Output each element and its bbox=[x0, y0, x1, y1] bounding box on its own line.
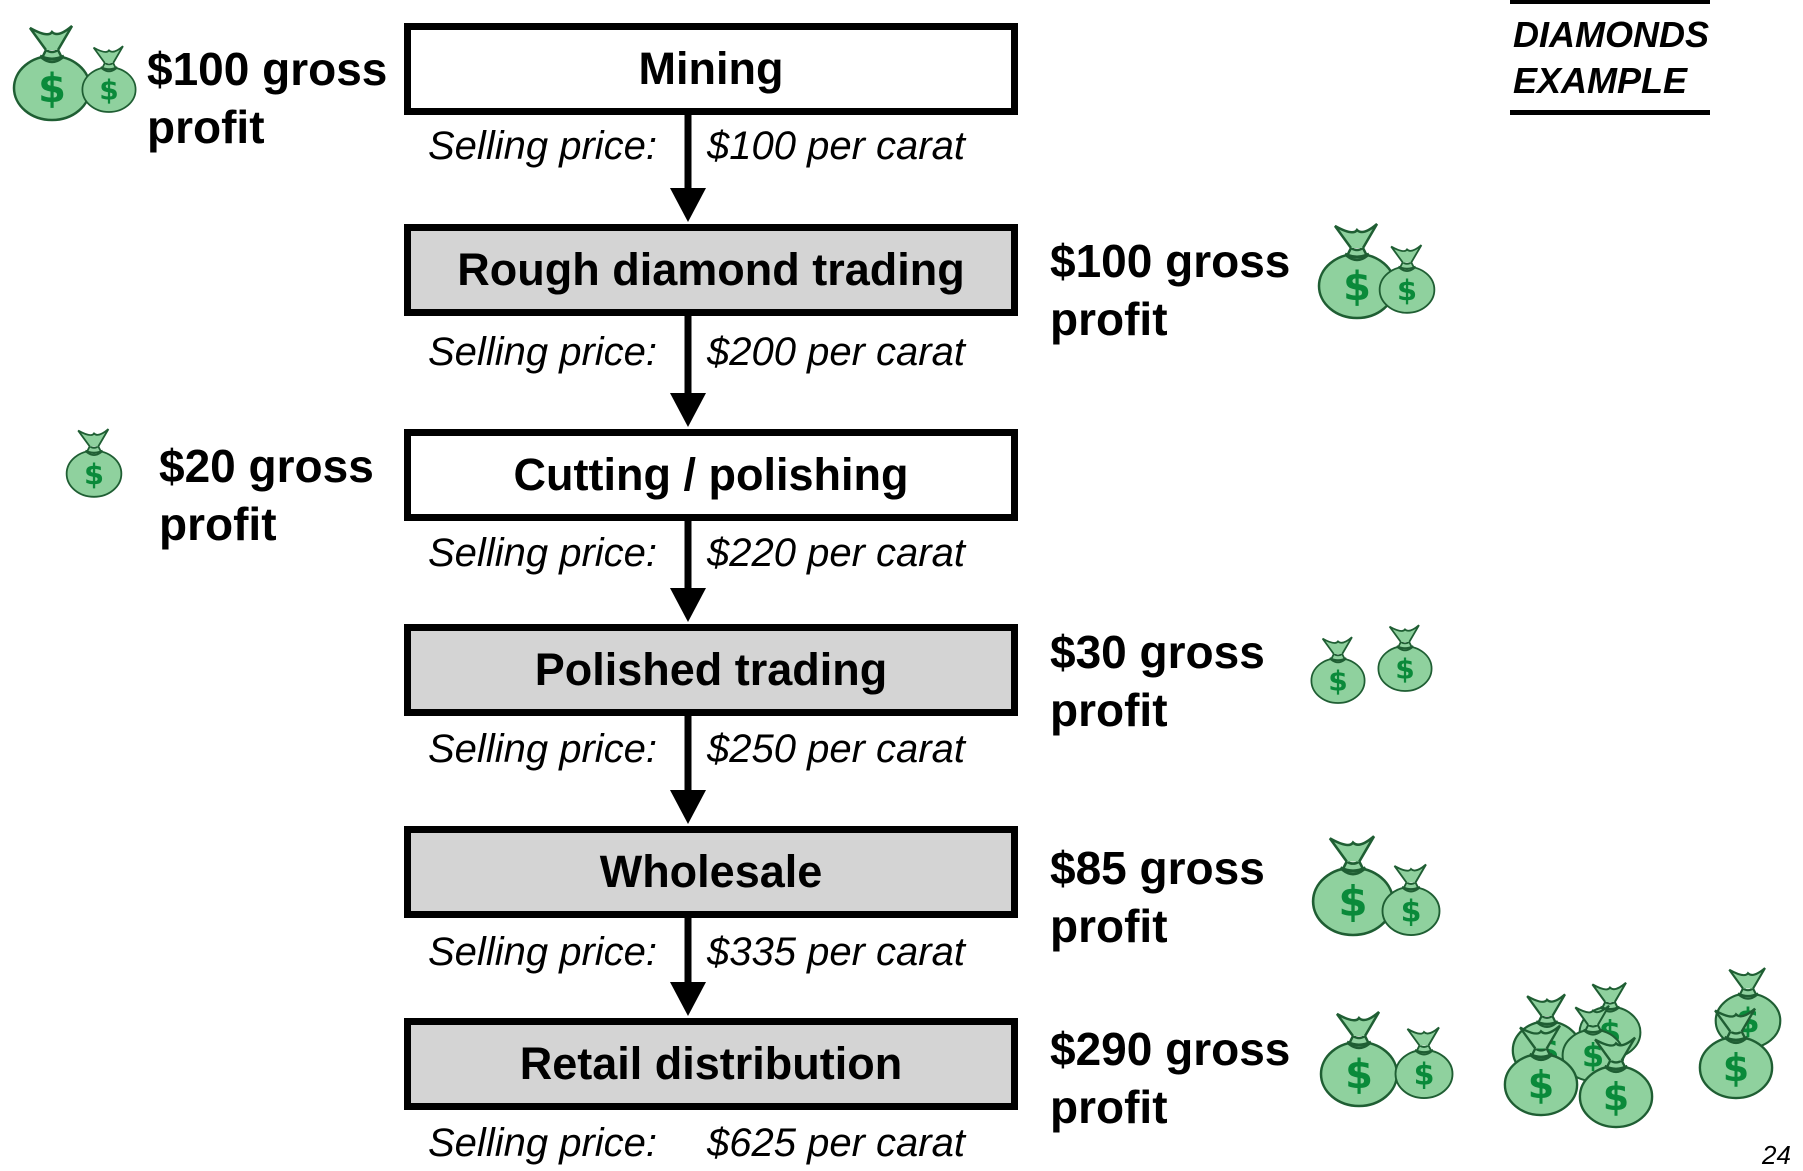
profit-label: $20 gross profit bbox=[159, 437, 421, 553]
header-line: DIAMONDS bbox=[1513, 12, 1709, 58]
money-bag: $ bbox=[1383, 865, 1440, 936]
page-number: 24 bbox=[1762, 1140, 1791, 1171]
stage-box: Mining bbox=[404, 23, 1018, 115]
bag-top bbox=[78, 429, 108, 446]
bag-sign: $ bbox=[1603, 1075, 1629, 1119]
profit-label: $100 gross profit bbox=[147, 40, 409, 156]
bag-top bbox=[1395, 865, 1427, 883]
bag-sign: $ bbox=[38, 66, 66, 112]
price-value: $220 per carat bbox=[707, 530, 965, 576]
header-rule bbox=[1510, 110, 1710, 115]
money-bag: $ bbox=[1321, 1012, 1397, 1106]
money-bag: $ bbox=[1378, 625, 1431, 691]
money-bag: $ bbox=[82, 46, 135, 112]
price-label: Selling price: bbox=[428, 929, 657, 975]
money-bag: $ bbox=[14, 26, 90, 120]
bag-top bbox=[1337, 1012, 1379, 1036]
arrow-head bbox=[670, 790, 706, 824]
bag-top bbox=[1592, 983, 1626, 1002]
stage-box: Cutting / polishing bbox=[404, 429, 1018, 521]
price-label: Selling price: bbox=[428, 530, 657, 576]
money-bag: $ bbox=[1313, 836, 1393, 935]
bag-sign: $ bbox=[99, 73, 118, 106]
profit-label: $30 gross profit bbox=[1050, 623, 1312, 739]
bag-top bbox=[30, 26, 72, 50]
stage-box: Rough diamond trading bbox=[404, 224, 1018, 316]
bag-sign: $ bbox=[1723, 1046, 1749, 1090]
stage-box: Retail distribution bbox=[404, 1018, 1018, 1110]
bag-top bbox=[1330, 836, 1374, 861]
bag-top bbox=[1335, 224, 1377, 248]
bag-top bbox=[1391, 245, 1421, 262]
bag-top bbox=[1390, 625, 1419, 642]
bag-top bbox=[1323, 637, 1352, 654]
money-bag: $ bbox=[1319, 224, 1395, 318]
money-bag: $ bbox=[1311, 637, 1364, 703]
price-value: $100 per carat bbox=[707, 123, 965, 169]
money-bag: $ bbox=[67, 429, 122, 497]
stage-box: Wholesale bbox=[404, 826, 1018, 918]
price-label: Selling price: bbox=[428, 329, 657, 375]
stage-box: Polished trading bbox=[404, 624, 1018, 716]
bag-top bbox=[1408, 1028, 1440, 1046]
money-bag: $ bbox=[1380, 245, 1435, 313]
arrow-head bbox=[670, 393, 706, 427]
header: DIAMONDS EXAMPLE bbox=[1513, 12, 1709, 104]
bag-sign: $ bbox=[1401, 895, 1422, 930]
header-rule bbox=[1510, 0, 1710, 4]
bag-sign: $ bbox=[1328, 664, 1347, 697]
bag-sign: $ bbox=[1414, 1058, 1435, 1093]
arrow-head bbox=[670, 982, 706, 1016]
price-value: $200 per carat bbox=[707, 329, 965, 375]
bag-sign: $ bbox=[84, 457, 104, 491]
profit-label: $290 gross profit bbox=[1050, 1020, 1312, 1136]
decorations: $$$$$$$$$$$$$$$$$$ bbox=[0, 0, 1803, 1165]
bag-top bbox=[1527, 994, 1565, 1016]
price-value: $335 per carat bbox=[707, 929, 965, 975]
price-label: Selling price: bbox=[428, 1120, 657, 1166]
page: $$$$$$$$$$$$$$$$$$ DIAMONDS EXAMPLE 24 (… bbox=[0, 0, 1803, 1165]
profit-label: $100 gross profit bbox=[1050, 232, 1312, 348]
price-value: $625 per carat bbox=[707, 1120, 965, 1166]
profit-label: $85 gross profit bbox=[1050, 839, 1312, 955]
bag-sign: $ bbox=[1528, 1063, 1554, 1107]
money-bag: $ bbox=[1396, 1028, 1453, 1099]
bag-sign: $ bbox=[1397, 273, 1417, 307]
header-line: EXAMPLE bbox=[1513, 58, 1709, 104]
bag-sign: $ bbox=[1338, 877, 1367, 926]
price-label: Selling price: bbox=[428, 123, 657, 169]
price-value: $250 per carat bbox=[707, 726, 965, 772]
arrow-head bbox=[670, 188, 706, 222]
price-label: Selling price: bbox=[428, 726, 657, 772]
bag-top bbox=[1729, 968, 1765, 988]
bag-sign: $ bbox=[1345, 1052, 1373, 1098]
bag-top bbox=[94, 46, 123, 63]
bag-sign: $ bbox=[1395, 652, 1414, 685]
arrow-head bbox=[670, 588, 706, 622]
bag-sign: $ bbox=[1343, 264, 1371, 310]
